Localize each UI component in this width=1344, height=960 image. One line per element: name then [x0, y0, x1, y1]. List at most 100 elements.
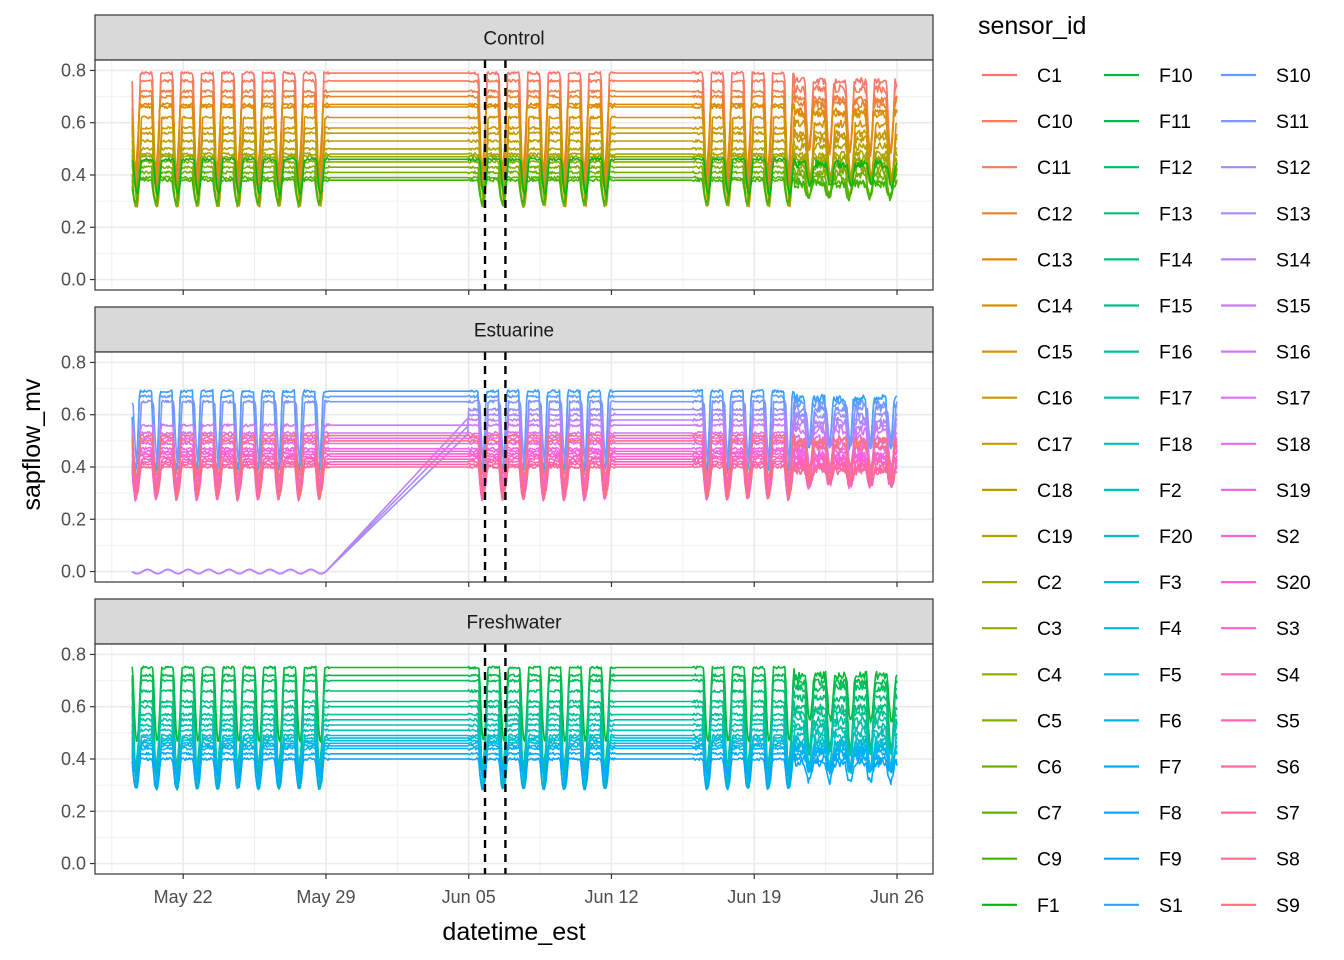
- facet-strip-label: Control: [483, 29, 544, 50]
- legend-item-f12: F12: [1104, 157, 1193, 179]
- series-line-f10: [131, 665, 898, 743]
- legend-item-c14: C14: [982, 296, 1073, 318]
- legend-label: C15: [1037, 342, 1073, 364]
- legend-item-s8: S8: [1221, 849, 1300, 871]
- x-tick-label: May 29: [296, 887, 355, 907]
- y-tick-label: 0.0: [61, 562, 86, 582]
- series-line-f8: [131, 751, 898, 776]
- legend-label: S13: [1276, 203, 1311, 225]
- legend-item-c16: C16: [982, 388, 1073, 410]
- legend-label: S17: [1276, 388, 1311, 410]
- y-tick-label: 0.2: [61, 801, 86, 821]
- legend-label: C6: [1037, 757, 1062, 779]
- legend-label: F17: [1159, 388, 1193, 410]
- legend-label: S6: [1276, 757, 1300, 779]
- panel-border: [94, 351, 934, 583]
- legend-item-f8: F8: [1104, 803, 1182, 825]
- legend-item-s6: S6: [1221, 757, 1300, 779]
- y-tick-label: 0.0: [61, 854, 86, 874]
- y-tick-label: 0.8: [61, 60, 86, 80]
- legend: sensor_id C1 C10 C11 C12 C13 C14 C15 C16 C17 C18 C…: [978, 12, 1311, 917]
- legend-item-f20: F20: [1104, 526, 1193, 548]
- series-lines: [131, 665, 898, 791]
- legend-label: S18: [1276, 434, 1311, 456]
- x-tick-label: Jun 26: [870, 887, 924, 907]
- legend-label: S15: [1276, 296, 1311, 318]
- panel-border: [94, 643, 934, 875]
- legend-label: S7: [1276, 803, 1300, 825]
- legend-label: S2: [1276, 526, 1300, 548]
- legend-item-s9: S9: [1221, 895, 1300, 917]
- legend-label: F13: [1159, 203, 1193, 225]
- legend-item-c6: C6: [982, 757, 1062, 779]
- legend-item-c17: C17: [982, 434, 1073, 456]
- legend-label: F18: [1159, 434, 1193, 456]
- legend-item-c12: C12: [982, 203, 1073, 225]
- facet-panel-freshwater: Freshwater 0.0 0.2 0.4 0.6 0.8: [61, 598, 934, 875]
- facet-panel-control: Control 0.0 0.2 0.4 0.6 0.8: [61, 14, 934, 291]
- legend-item-c11: C11: [982, 157, 1071, 179]
- legend-item-s2: S2: [1221, 526, 1300, 548]
- legend-item-s18: S18: [1221, 434, 1311, 456]
- legend-item-c10: C10: [982, 111, 1073, 133]
- panel-border: [94, 59, 934, 291]
- legend-label: C5: [1037, 710, 1062, 732]
- legend-item-s19: S19: [1221, 480, 1311, 502]
- legend-label: F11: [1159, 111, 1191, 133]
- legend-item-s1: S1: [1104, 895, 1183, 917]
- y-tick-label: 0.4: [61, 457, 86, 477]
- legend-item-f5: F5: [1104, 664, 1182, 686]
- series-lines: [131, 71, 898, 208]
- y-tick-label: 0.6: [61, 113, 86, 133]
- series-line-s11: [131, 399, 898, 466]
- legend-item-f9: F9: [1104, 849, 1182, 871]
- y-tick-label: 0.8: [61, 352, 86, 372]
- legend-label: F5: [1159, 664, 1182, 686]
- series-line-f4: [131, 738, 898, 782]
- legend-item-s5: S5: [1221, 710, 1300, 732]
- legend-label: C14: [1037, 296, 1073, 318]
- x-tick-label: Jun 19: [727, 887, 781, 907]
- legend-item-s12: S12: [1221, 157, 1311, 179]
- legend-label: C13: [1037, 249, 1073, 271]
- legend-item-f15: F15: [1104, 296, 1193, 318]
- legend-label: F15: [1159, 296, 1193, 318]
- facet-strip: [94, 598, 934, 645]
- legend-label: S10: [1276, 65, 1311, 87]
- legend-item-s3: S3: [1221, 618, 1300, 640]
- facet-strip-label: Estuarine: [474, 321, 554, 342]
- legend-label: S1: [1159, 895, 1183, 917]
- legend-item-f1: F1: [982, 895, 1060, 917]
- legend-label: S11: [1276, 111, 1309, 133]
- legend-label: S5: [1276, 710, 1300, 732]
- legend-item-c7: C7: [982, 803, 1062, 825]
- legend-label: C16: [1037, 388, 1073, 410]
- legend-item-c1: C1: [982, 65, 1062, 87]
- y-tick-label: 0.4: [61, 165, 86, 185]
- series-lines: [131, 389, 898, 575]
- series-line-f1: [131, 157, 898, 197]
- legend-label: F16: [1159, 342, 1193, 364]
- legend-label: S14: [1276, 249, 1311, 271]
- legend-label: F20: [1159, 526, 1193, 548]
- legend-label: C12: [1037, 203, 1073, 225]
- y-tick-label: 0.8: [61, 644, 86, 664]
- legend-label: C1: [1037, 65, 1062, 87]
- x-tick-label: Jun 05: [442, 887, 496, 907]
- legend-item-s10: S10: [1221, 65, 1311, 87]
- legend-item-c13: C13: [982, 249, 1073, 271]
- y-axis-title: sapflow_mv: [18, 378, 46, 510]
- series-line-f18: [131, 722, 898, 765]
- legend-label: S12: [1276, 157, 1311, 179]
- legend-label: S16: [1276, 342, 1311, 364]
- legend-label: S9: [1276, 895, 1300, 917]
- legend-label: F10: [1159, 65, 1193, 87]
- y-tick-label: 0.4: [61, 749, 86, 769]
- legend-item-c4: C4: [982, 664, 1062, 686]
- legend-label: F8: [1159, 803, 1182, 825]
- legend-label: F6: [1159, 710, 1182, 732]
- legend-label: F3: [1159, 572, 1182, 594]
- legend-item-s15: S15: [1221, 296, 1311, 318]
- legend-item-f18: F18: [1104, 434, 1193, 456]
